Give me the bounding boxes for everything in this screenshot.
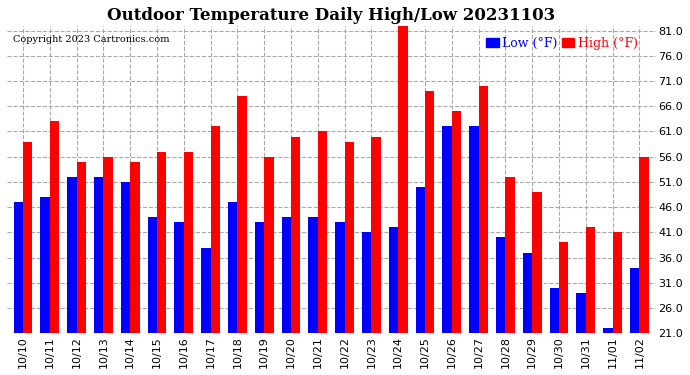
Bar: [559, 243, 569, 333]
Bar: [121, 182, 130, 333]
Bar: [603, 328, 613, 333]
Bar: [613, 232, 622, 333]
Bar: [335, 222, 344, 333]
Bar: [104, 157, 112, 333]
Bar: [130, 162, 139, 333]
Bar: [586, 227, 595, 333]
Text: Copyright 2023 Cartronics.com: Copyright 2023 Cartronics.com: [13, 35, 170, 44]
Bar: [506, 177, 515, 333]
Bar: [452, 111, 461, 333]
Bar: [318, 132, 327, 333]
Bar: [415, 187, 425, 333]
Bar: [175, 222, 184, 333]
Bar: [67, 177, 77, 333]
Bar: [630, 268, 640, 333]
Bar: [14, 202, 23, 333]
Bar: [201, 248, 210, 333]
Bar: [389, 227, 398, 333]
Bar: [291, 136, 300, 333]
Bar: [362, 232, 371, 333]
Bar: [469, 126, 479, 333]
Bar: [77, 162, 86, 333]
Bar: [308, 217, 318, 333]
Bar: [41, 197, 50, 333]
Bar: [282, 217, 291, 333]
Bar: [344, 141, 354, 333]
Legend: Low (°F), High (°F): Low (°F), High (°F): [481, 32, 643, 55]
Bar: [496, 237, 506, 333]
Bar: [398, 26, 408, 333]
Bar: [23, 141, 32, 333]
Bar: [157, 152, 166, 333]
Bar: [576, 293, 586, 333]
Title: Outdoor Temperature Daily High/Low 20231103: Outdoor Temperature Daily High/Low 20231…: [107, 7, 555, 24]
Bar: [425, 91, 435, 333]
Bar: [523, 252, 532, 333]
Bar: [210, 126, 220, 333]
Bar: [184, 152, 193, 333]
Bar: [532, 192, 542, 333]
Bar: [640, 157, 649, 333]
Bar: [50, 122, 59, 333]
Bar: [550, 288, 559, 333]
Bar: [148, 217, 157, 333]
Bar: [228, 202, 237, 333]
Bar: [442, 126, 452, 333]
Bar: [479, 86, 488, 333]
Bar: [255, 222, 264, 333]
Bar: [264, 157, 274, 333]
Bar: [94, 177, 104, 333]
Bar: [237, 96, 247, 333]
Bar: [371, 136, 381, 333]
